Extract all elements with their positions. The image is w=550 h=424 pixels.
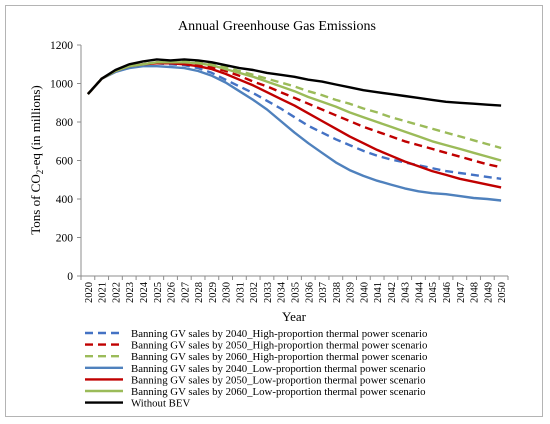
x-tick-label: 2038 [332, 282, 343, 303]
legend-entry: Banning GV sales by 2050_Low-proportion … [131, 374, 426, 386]
series-line-4 [87, 64, 502, 202]
x-tick-label: 2024 [139, 281, 150, 303]
legend-entry: Banning GV sales by 2060_Low-proportion … [131, 386, 426, 398]
legend-entry: Banning GV sales by 2060_High-proportion… [131, 351, 427, 363]
series-lines [87, 58, 502, 202]
x-tick-label: 2021 [98, 282, 109, 303]
x-tick-label: 2041 [373, 282, 384, 303]
x-tick-label: 2032 [249, 282, 260, 303]
x-tick-label: 2039 [346, 282, 357, 303]
x-tick-label: 2043 [401, 282, 412, 303]
series-line-1 [87, 62, 502, 180]
x-tick-label: 2026 [167, 282, 178, 303]
x-tick-label: 2048 [470, 282, 481, 303]
x-tick-label: 2044 [414, 281, 425, 303]
x-tick-label: 2031 [235, 282, 246, 303]
x-tick-label: 2027 [180, 282, 191, 303]
y-tick-label: 1000 [50, 79, 73, 91]
x-tick-label: 2037 [318, 282, 329, 303]
y-tick-label: 200 [56, 233, 74, 245]
x-tick-label: 2035 [291, 282, 302, 303]
x-tick-label: 2045 [428, 282, 439, 303]
y-tick-label: 1200 [50, 40, 73, 52]
x-tick-label: 2029 [208, 282, 219, 303]
axes [80, 45, 508, 277]
chart-title: Annual Greenhouse Gas Emissions [178, 19, 376, 34]
x-axis-label: Year [282, 309, 307, 324]
x-tick-label: 2034 [277, 281, 288, 303]
x-tick-label: 2047 [456, 282, 467, 303]
series-line-6 [87, 61, 502, 162]
y-tick-label: 400 [56, 194, 74, 206]
y-axis-label: Tons of CO2-eq (in millions) [28, 85, 45, 234]
x-tick-label: 2042 [387, 282, 398, 303]
x-tick-label: 2046 [442, 282, 453, 303]
x-tick-label: 2022 [111, 282, 122, 303]
x-tick-label: 2023 [125, 282, 136, 303]
x-tick-label: 2025 [153, 282, 164, 303]
x-tick-label: 2020 [84, 282, 95, 303]
x-tick-label: 2033 [263, 282, 274, 303]
x-tick-label: 2040 [359, 282, 370, 303]
legend-entry: Banning GV sales by 2050_High-proportion… [131, 340, 427, 352]
x-ticks: 2020 2021 2022 2023 2024 2025 2026 2027 2028 2029… [80, 276, 509, 303]
y-tick-label: 600 [56, 156, 74, 168]
x-tick-label: 2030 [222, 282, 233, 303]
x-tick-label: 2050 [497, 282, 508, 303]
x-tick-label: 2036 [304, 282, 315, 303]
legend-entry: Banning GV sales by 2040_Low-proportion … [131, 363, 426, 375]
x-tick-label: 2028 [194, 282, 205, 303]
legend-entry: Banning GV sales by 2040_High-proportion… [131, 328, 427, 340]
legend: Banning GV sales by 2040_High-proportion… [85, 328, 427, 410]
x-tick-label: 2049 [483, 282, 494, 303]
y-tick-label: 0 [67, 271, 73, 283]
y-ticks: 0 200 400 600 800 1000 1200 [50, 40, 81, 283]
legend-entry: Without BEV [131, 398, 190, 410]
y-tick-label: 800 [56, 117, 74, 129]
series-line-7 [87, 58, 502, 107]
series-line-2 [87, 61, 502, 169]
